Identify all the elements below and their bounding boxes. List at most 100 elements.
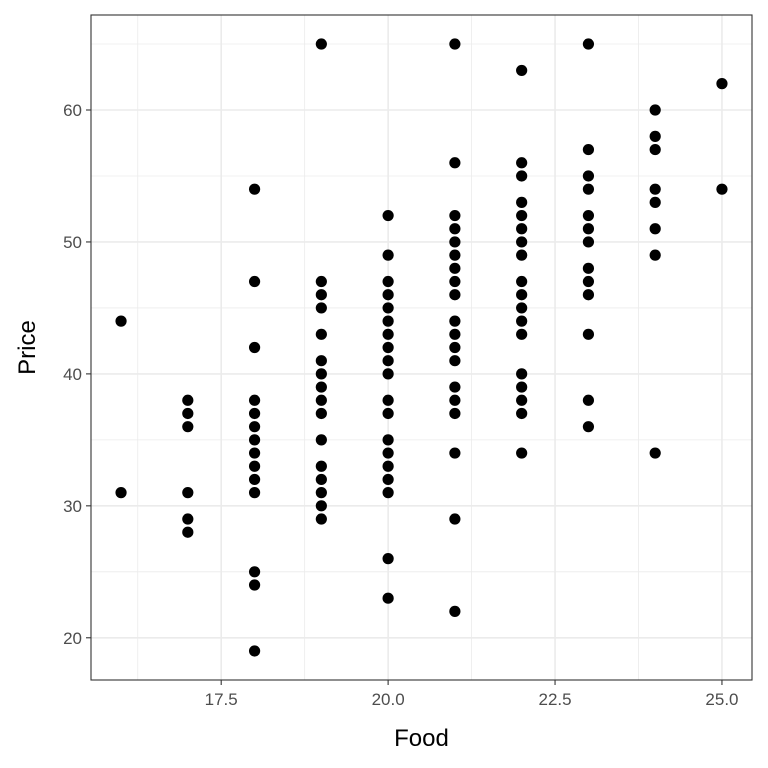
y-axis: 20 30 40 50 60 (63, 101, 91, 648)
data-point (315, 434, 327, 446)
data-point (649, 143, 661, 156)
data-point (516, 209, 528, 222)
data-point (115, 487, 127, 499)
data-point (382, 302, 394, 314)
data-point (315, 473, 327, 486)
data-point (449, 209, 461, 222)
x-tick-label: 17.5 (205, 690, 238, 709)
data-point (248, 407, 261, 420)
data-point (449, 275, 461, 288)
data-point (248, 473, 261, 486)
data-point (382, 487, 394, 499)
data-points (115, 38, 728, 657)
data-point (382, 473, 394, 486)
data-point (248, 447, 261, 459)
data-point (516, 302, 528, 314)
data-point (315, 302, 327, 314)
data-point (248, 183, 261, 195)
data-point (582, 170, 595, 182)
data-point (516, 275, 528, 288)
data-point (382, 355, 394, 367)
data-point (449, 513, 461, 525)
data-point (516, 196, 528, 208)
data-point (716, 78, 728, 90)
data-point (449, 394, 461, 406)
data-point (649, 447, 661, 459)
data-point (516, 381, 528, 393)
data-point (315, 500, 327, 512)
data-point (248, 566, 261, 578)
data-point (315, 381, 327, 393)
data-point (649, 130, 661, 142)
plot-panel (91, 15, 752, 680)
data-point (716, 183, 728, 195)
data-point (315, 368, 327, 380)
data-point (649, 183, 661, 195)
data-point (248, 579, 261, 591)
data-point (248, 394, 261, 406)
data-point (582, 421, 595, 433)
data-point (582, 394, 595, 406)
data-point (382, 368, 394, 380)
data-point (449, 262, 461, 274)
data-point (315, 355, 327, 367)
x-axis: 17.5 20.0 22.5 25.0 (205, 680, 739, 709)
data-point (382, 249, 394, 261)
data-point (382, 407, 394, 420)
minor-grid (91, 15, 752, 680)
y-tick-label: 30 (63, 497, 82, 516)
data-point (516, 394, 528, 406)
data-point (382, 447, 394, 459)
data-point (516, 223, 528, 235)
x-tick-label: 20.0 (372, 690, 405, 709)
data-point (516, 157, 528, 169)
data-point (248, 421, 261, 433)
data-point (516, 407, 528, 420)
data-point (516, 236, 528, 248)
data-point (649, 249, 661, 261)
data-point (248, 434, 261, 446)
data-point (649, 223, 661, 235)
data-point (315, 328, 327, 340)
data-point (516, 64, 528, 77)
data-point (449, 341, 461, 354)
data-point (315, 513, 327, 525)
data-point (449, 236, 461, 248)
data-point (248, 275, 261, 288)
y-tick-label: 50 (63, 233, 82, 252)
data-point (449, 605, 461, 617)
data-point (382, 460, 394, 472)
data-point (449, 289, 461, 301)
data-point (382, 434, 394, 446)
data-point (382, 592, 394, 604)
data-point (248, 487, 261, 499)
data-point (382, 328, 394, 340)
data-point (315, 275, 327, 288)
data-point (315, 407, 327, 420)
data-point (449, 223, 461, 235)
data-point (182, 526, 194, 538)
data-point (516, 170, 528, 182)
y-tick-label: 40 (63, 365, 82, 384)
data-point (649, 196, 661, 208)
y-axis-title: Price (14, 320, 41, 375)
data-point (449, 407, 461, 420)
data-point (582, 328, 595, 340)
data-point (182, 394, 194, 406)
data-point (449, 38, 461, 50)
data-point (315, 460, 327, 472)
data-point (516, 249, 528, 261)
data-point (449, 315, 461, 327)
data-point (382, 341, 394, 354)
data-point (516, 328, 528, 340)
data-point (182, 421, 194, 433)
data-point (315, 38, 327, 50)
data-point (582, 289, 595, 301)
data-point (382, 315, 394, 327)
data-point (449, 328, 461, 340)
data-point (248, 341, 261, 354)
data-point (248, 645, 261, 657)
data-point (582, 262, 595, 274)
data-point (449, 249, 461, 261)
